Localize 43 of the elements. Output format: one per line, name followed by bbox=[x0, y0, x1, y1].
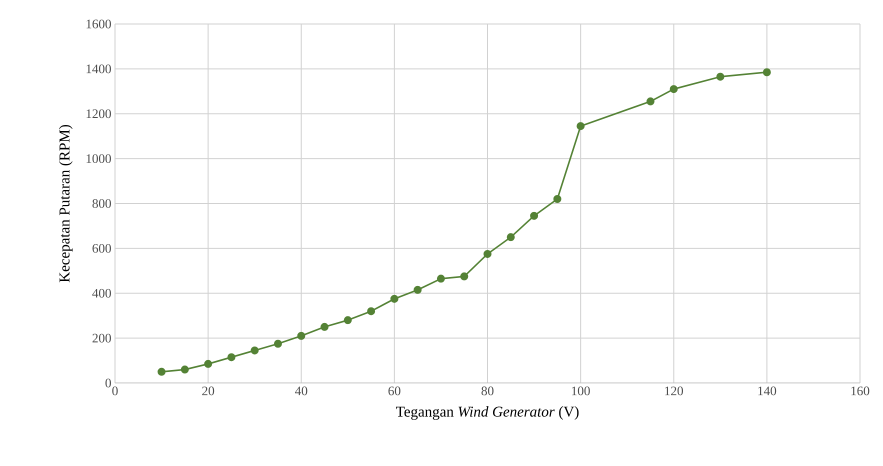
y-tick-label: 1600 bbox=[86, 20, 111, 28]
point bbox=[414, 286, 422, 294]
x-tick-label: 100 bbox=[572, 386, 590, 396]
point bbox=[204, 360, 212, 368]
point bbox=[576, 122, 585, 130]
y-tick-label: 0 bbox=[105, 378, 111, 388]
y-tick-label: 600 bbox=[92, 244, 111, 253]
point bbox=[553, 195, 562, 204]
y-tick-label: 1200 bbox=[86, 109, 111, 118]
x-tick-label: 0 bbox=[112, 386, 118, 396]
point bbox=[227, 353, 236, 362]
x-axis-title: Tegangan Wind Generator (V) bbox=[396, 406, 579, 420]
point bbox=[180, 366, 189, 374]
x-tick-label: 60 bbox=[388, 386, 400, 396]
x-tick-label: 120 bbox=[665, 386, 684, 396]
x-tick-label: 80 bbox=[482, 386, 494, 396]
point bbox=[460, 272, 468, 280]
point bbox=[716, 72, 724, 81]
point bbox=[297, 332, 306, 340]
y-tick-label: 1000 bbox=[86, 154, 111, 164]
x-tick-label: 40 bbox=[295, 386, 308, 396]
point bbox=[274, 340, 282, 348]
y-tick-label: 400 bbox=[92, 288, 111, 298]
x-tick-label: 20 bbox=[202, 386, 214, 396]
point bbox=[250, 346, 259, 354]
point bbox=[390, 294, 398, 303]
point bbox=[646, 97, 654, 106]
point bbox=[158, 368, 166, 376]
x-tick-label: 160 bbox=[851, 386, 870, 396]
point bbox=[436, 274, 445, 283]
point bbox=[506, 233, 515, 242]
point bbox=[484, 250, 492, 258]
y-axis-title: Kecepatan Putaran (RPM) bbox=[59, 125, 73, 282]
y-tick-label: 800 bbox=[92, 199, 111, 208]
point bbox=[344, 316, 352, 324]
point bbox=[367, 307, 376, 316]
point bbox=[320, 322, 329, 331]
point bbox=[762, 68, 771, 76]
point bbox=[670, 85, 678, 94]
point bbox=[530, 212, 538, 220]
x-tick-label: 140 bbox=[758, 386, 776, 396]
y-tick-label: 1400 bbox=[86, 64, 111, 74]
y-tick-label: 200 bbox=[92, 334, 111, 343]
